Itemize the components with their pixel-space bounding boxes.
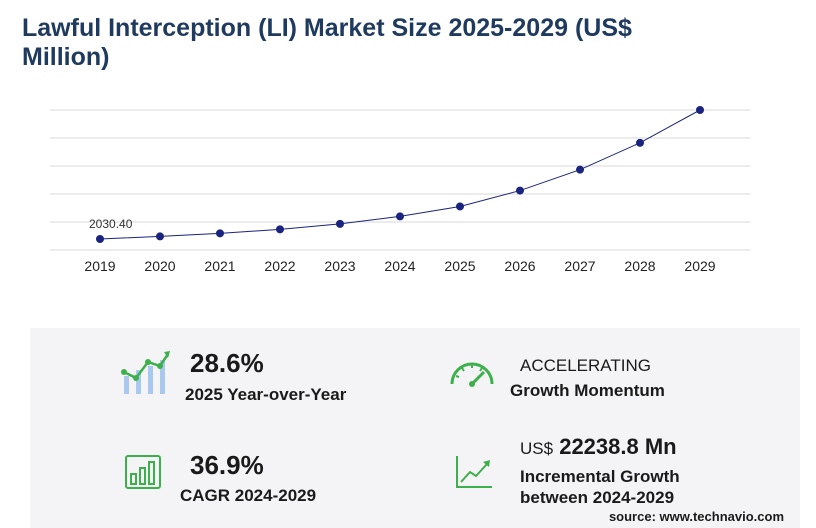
data-point: [96, 235, 104, 243]
bar-chart-icon: [125, 455, 161, 489]
cagr-value: 36.9%: [190, 450, 264, 480]
x-tick-label: 2028: [624, 258, 655, 274]
data-point: [636, 138, 644, 147]
x-tick-label: 2021: [204, 258, 235, 274]
incremental-label-2: between 2024-2029: [520, 488, 675, 507]
currency-prefix: US$: [520, 439, 554, 458]
x-tick-label: 2026: [504, 258, 535, 274]
data-point: [396, 212, 404, 221]
x-tick-label: 2025: [444, 258, 475, 274]
incremental-amount: 22238.8 Mn: [559, 434, 677, 459]
incremental-label-1: Incremental Growth: [520, 467, 680, 486]
yoy-label: 2025 Year-over-Year: [185, 385, 347, 404]
cagr-label: CAGR 2024-2029: [180, 486, 317, 505]
data-point: [696, 106, 704, 114]
momentum-label: Growth Momentum: [510, 381, 665, 400]
incremental-value: US$ 22238.8 Mn: [520, 434, 677, 460]
x-axis-ticks: 2019 2020 2021 2022 2023 2024 2025 2026 2027 2028…: [84, 258, 715, 274]
data-label-first: 2030.40: [89, 217, 133, 231]
x-tick-label: 2029: [684, 258, 715, 274]
bar-line-growth-icon: [121, 351, 170, 394]
data-point: [216, 229, 224, 238]
x-tick-label: 2027: [564, 258, 595, 274]
data-point: [576, 165, 584, 174]
data-points: [96, 106, 704, 243]
yoy-value: 28.6%: [190, 348, 264, 378]
data-point: [516, 186, 524, 195]
x-tick-label: 2024: [384, 258, 415, 274]
speedometer-icon: [450, 362, 494, 387]
trend-line-icon: [456, 456, 492, 488]
stats-panel: [30, 328, 800, 528]
source-credit: source: www.technavio.com: [608, 509, 784, 524]
chart-title: Lawful Interception (LI) Market Size 202…: [22, 14, 632, 71]
data-point: [276, 225, 284, 234]
data-point: [456, 202, 464, 211]
momentum-value: ACCELERATING: [520, 356, 651, 375]
x-tick-label: 2023: [324, 258, 355, 274]
data-point: [336, 219, 344, 228]
x-tick-label: 2019: [84, 258, 115, 274]
x-tick-label: 2020: [144, 258, 175, 274]
x-tick-label: 2022: [264, 258, 295, 274]
data-point: [156, 232, 164, 241]
line-chart: 2019 2020 2021 2022 2023 2024 2025 2026 2027 2028…: [50, 106, 750, 274]
grid-lines: [50, 109, 750, 251]
